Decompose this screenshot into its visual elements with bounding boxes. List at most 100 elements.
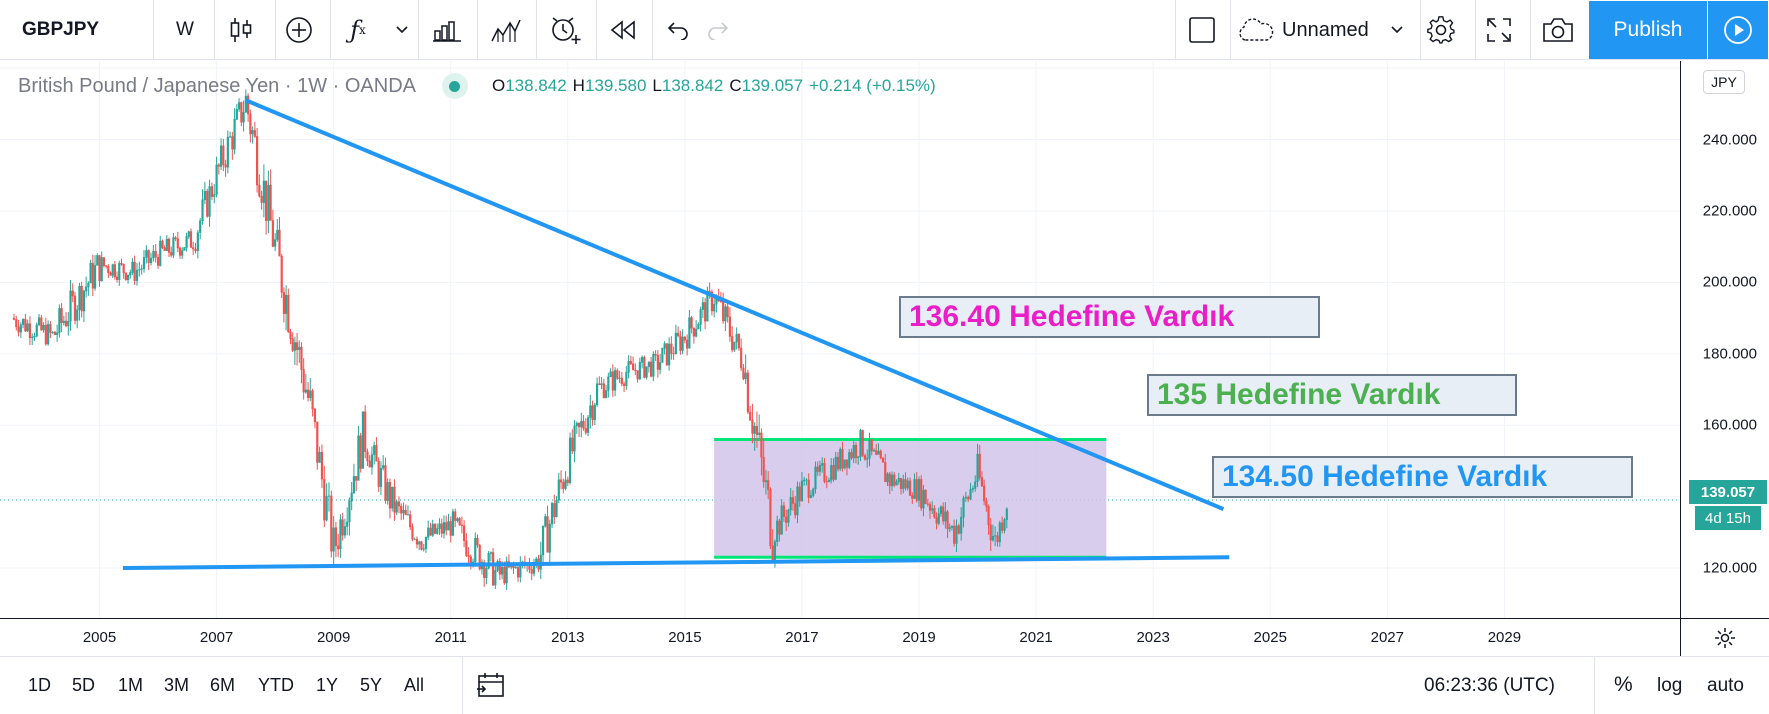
financials-icon[interactable] (490, 0, 522, 60)
time-tick-label: 2007 (199, 629, 234, 646)
toolbar-divider (596, 0, 597, 60)
square-icon[interactable] (1186, 0, 1218, 60)
cloud-icon (1239, 18, 1274, 41)
price-tick-label: 180.000 (1702, 345, 1757, 363)
auto-scale-button[interactable]: auto (1707, 675, 1744, 696)
toolbar-divider (652, 0, 653, 60)
resistance-trendline (245, 98, 1225, 511)
dropdown-icon[interactable] (392, 0, 412, 60)
price-series (12, 89, 1008, 590)
toolbar-divider (1420, 0, 1421, 60)
currency-badge[interactable]: JPY (1703, 70, 1745, 94)
callout-target-3[interactable]: 134.50 Hedefine Vardık (1212, 456, 1633, 498)
high-value: 139.580 (584, 76, 647, 95)
undo-icon[interactable] (663, 0, 693, 60)
price-axis[interactable]: 240.000 220.000 200.000 180.000 160.000 120.0… (1680, 61, 1769, 618)
time-tick-label: 2017 (785, 629, 819, 646)
toolbar-divider (1594, 657, 1595, 714)
toolbar-divider (477, 0, 478, 60)
range-button-3m[interactable]: 3M (164, 675, 190, 695)
bar-chart-icon[interactable] (432, 0, 462, 60)
last-price-label: 139.057 (1689, 480, 1767, 504)
market-status-icon[interactable] (441, 73, 468, 99)
range-button-5d[interactable]: 5D (72, 675, 96, 695)
symbol-label: GBPJPY (22, 19, 100, 40)
open-value: 138.842 (505, 76, 567, 95)
log-scale-button[interactable]: log (1657, 675, 1683, 696)
symbol-search-button[interactable]: GBPJPY (8, 0, 153, 60)
ohlc-values: O138.842 H139.580 L138.842 C139.057 +0.2… (491, 76, 936, 95)
layout-name: Unnamed (1282, 18, 1369, 41)
price-tick-label: 200.000 (1702, 273, 1757, 291)
support-trendline (122, 555, 1230, 571)
callout-target-1[interactable]: 136.40 Hedefine Vardık (899, 296, 1320, 338)
interval-button[interactable]: W (165, 0, 205, 60)
range-button-1y[interactable]: 1Y (316, 675, 339, 695)
toolbar-divider (214, 0, 215, 60)
settings-icon (1715, 627, 1735, 648)
callout-target-2[interactable]: 135 Hedefine Vardık (1147, 374, 1517, 416)
time-tick-label: 2025 (1253, 629, 1287, 646)
time-tick-label: 2011 (434, 629, 467, 646)
time-tick-label: 2029 (1487, 629, 1522, 646)
toolbar-divider (153, 0, 154, 60)
settings-icon[interactable] (1425, 0, 1457, 60)
range-button-1m[interactable]: 1M (118, 675, 144, 695)
time-tick-label: 2015 (668, 629, 702, 646)
toolbar-divider (536, 0, 537, 60)
interval-label: W (176, 19, 194, 40)
bottom-toolbar: 1D 5D 1M 3M 6M YTD 1Y 5Y All 06:23:36 (UTC) % lo… (0, 656, 1769, 714)
bar-countdown-label: 4d 15h (1695, 506, 1761, 530)
goto-date-icon[interactable] (476, 671, 506, 704)
add-compare-icon[interactable] (284, 0, 314, 60)
range-button-ytd[interactable]: YTD (258, 675, 294, 695)
clock-label[interactable]: 06:23:36 (UTC) (1424, 675, 1555, 696)
range-button-5y[interactable]: 5Y (360, 675, 383, 695)
legend-title: British Pound / Japanese Yen · 1W · OAND… (18, 74, 416, 97)
publish-button[interactable]: Publish (1589, 1, 1707, 59)
toolbar-divider (462, 657, 463, 714)
price-tick-label: 160.000 (1702, 416, 1757, 434)
toolbar-divider (1530, 0, 1531, 60)
price-tick-label: 220.000 (1702, 202, 1757, 220)
change-value: +0.214 (+0.15%) (809, 76, 936, 95)
time-tick-label: 2009 (316, 629, 351, 646)
toolbar-divider (275, 0, 276, 60)
chart-settings-corner[interactable] (1680, 618, 1769, 656)
camera-icon[interactable] (1541, 0, 1575, 60)
time-tick-label: 2019 (902, 629, 936, 646)
toolbar-divider (1230, 0, 1231, 60)
percent-scale-button[interactable]: % (1614, 673, 1633, 696)
low-value: 138.842 (661, 76, 724, 95)
alert-icon[interactable] (548, 0, 582, 60)
redo-icon[interactable] (703, 0, 733, 60)
trendlines (122, 98, 1230, 571)
time-tick-label: 2027 (1370, 629, 1404, 646)
time-tick-label: 2005 (82, 629, 117, 646)
candles-icon[interactable] (226, 0, 256, 60)
play-icon (1724, 16, 1752, 44)
replay-icon[interactable] (608, 0, 638, 60)
range-button-1d[interactable]: 1D (28, 675, 52, 695)
close-value: 139.057 (741, 76, 804, 95)
fullscreen-icon[interactable] (1484, 0, 1514, 60)
play-button[interactable] (1708, 1, 1768, 59)
chart-pane[interactable] (0, 61, 1680, 618)
time-tick-label: 2021 (1019, 629, 1053, 646)
publish-label: Publish (1613, 18, 1683, 41)
toolbar-divider (418, 0, 419, 60)
layout-name-button[interactable]: Unnamed (1236, 0, 1406, 60)
chart-legend: British Pound / Japanese Yen · 1W · OAND… (18, 73, 936, 99)
price-chart[interactable] (0, 61, 1680, 618)
range-button-6m[interactable]: 6M (210, 675, 236, 695)
time-tick-label: 2013 (551, 629, 585, 646)
chevron-down-icon (1391, 26, 1403, 34)
price-tick-label: 240.000 (1702, 131, 1757, 149)
toolbar-divider (1475, 0, 1476, 60)
time-tick-label: 2023 (1136, 629, 1170, 646)
toolbar-divider (330, 0, 331, 60)
time-axis[interactable]: 2005 2007 2009 2011 2013 2015 2017 2019 2021 2023… (0, 618, 1680, 656)
range-button-all[interactable]: All (404, 675, 425, 695)
